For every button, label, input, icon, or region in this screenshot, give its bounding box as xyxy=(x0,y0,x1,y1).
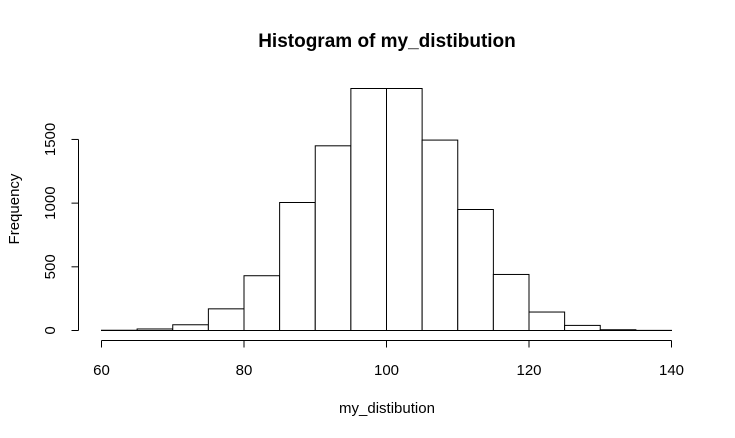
histogram-bar-1 xyxy=(136,328,174,332)
y-axis: 0 500 1000 1500 xyxy=(42,123,79,335)
x-tick-label-2: 100 xyxy=(374,362,399,379)
histogram-bar-7 xyxy=(350,88,387,331)
histogram-bar-10 xyxy=(457,209,494,331)
histogram-bar-11 xyxy=(492,273,530,331)
x-tick-label-1: 80 xyxy=(236,362,253,379)
x-tick-label-4: 140 xyxy=(659,362,684,379)
histogram-bar-4 xyxy=(243,275,281,331)
histogram-bar-13 xyxy=(564,324,601,332)
chart-title: Histogram of my_distibution xyxy=(258,31,516,52)
x-axis: 60 80 100 120 140 xyxy=(93,340,684,379)
bars-group xyxy=(101,88,672,332)
x-tick-label-0: 60 xyxy=(93,362,110,379)
y-axis-label: Frequency xyxy=(6,173,23,244)
x-tick-label-3: 120 xyxy=(516,362,541,379)
histogram-bar-2 xyxy=(172,324,209,332)
x-axis-label: my_distibution xyxy=(339,400,435,417)
histogram-bar-9 xyxy=(421,139,459,331)
histogram-bar-12 xyxy=(528,311,566,332)
y-tick-label-2: 1000 xyxy=(42,186,59,219)
y-tick-label-1: 500 xyxy=(42,254,59,279)
y-tick-label-3: 1500 xyxy=(42,123,59,156)
histogram-bar-5 xyxy=(279,201,316,331)
histogram-bar-3 xyxy=(207,308,245,332)
y-tick-label-0: 0 xyxy=(42,326,59,334)
histogram-bar-6 xyxy=(314,145,352,331)
histogram-bar-14 xyxy=(599,329,637,331)
histogram-bar-8 xyxy=(386,88,423,331)
